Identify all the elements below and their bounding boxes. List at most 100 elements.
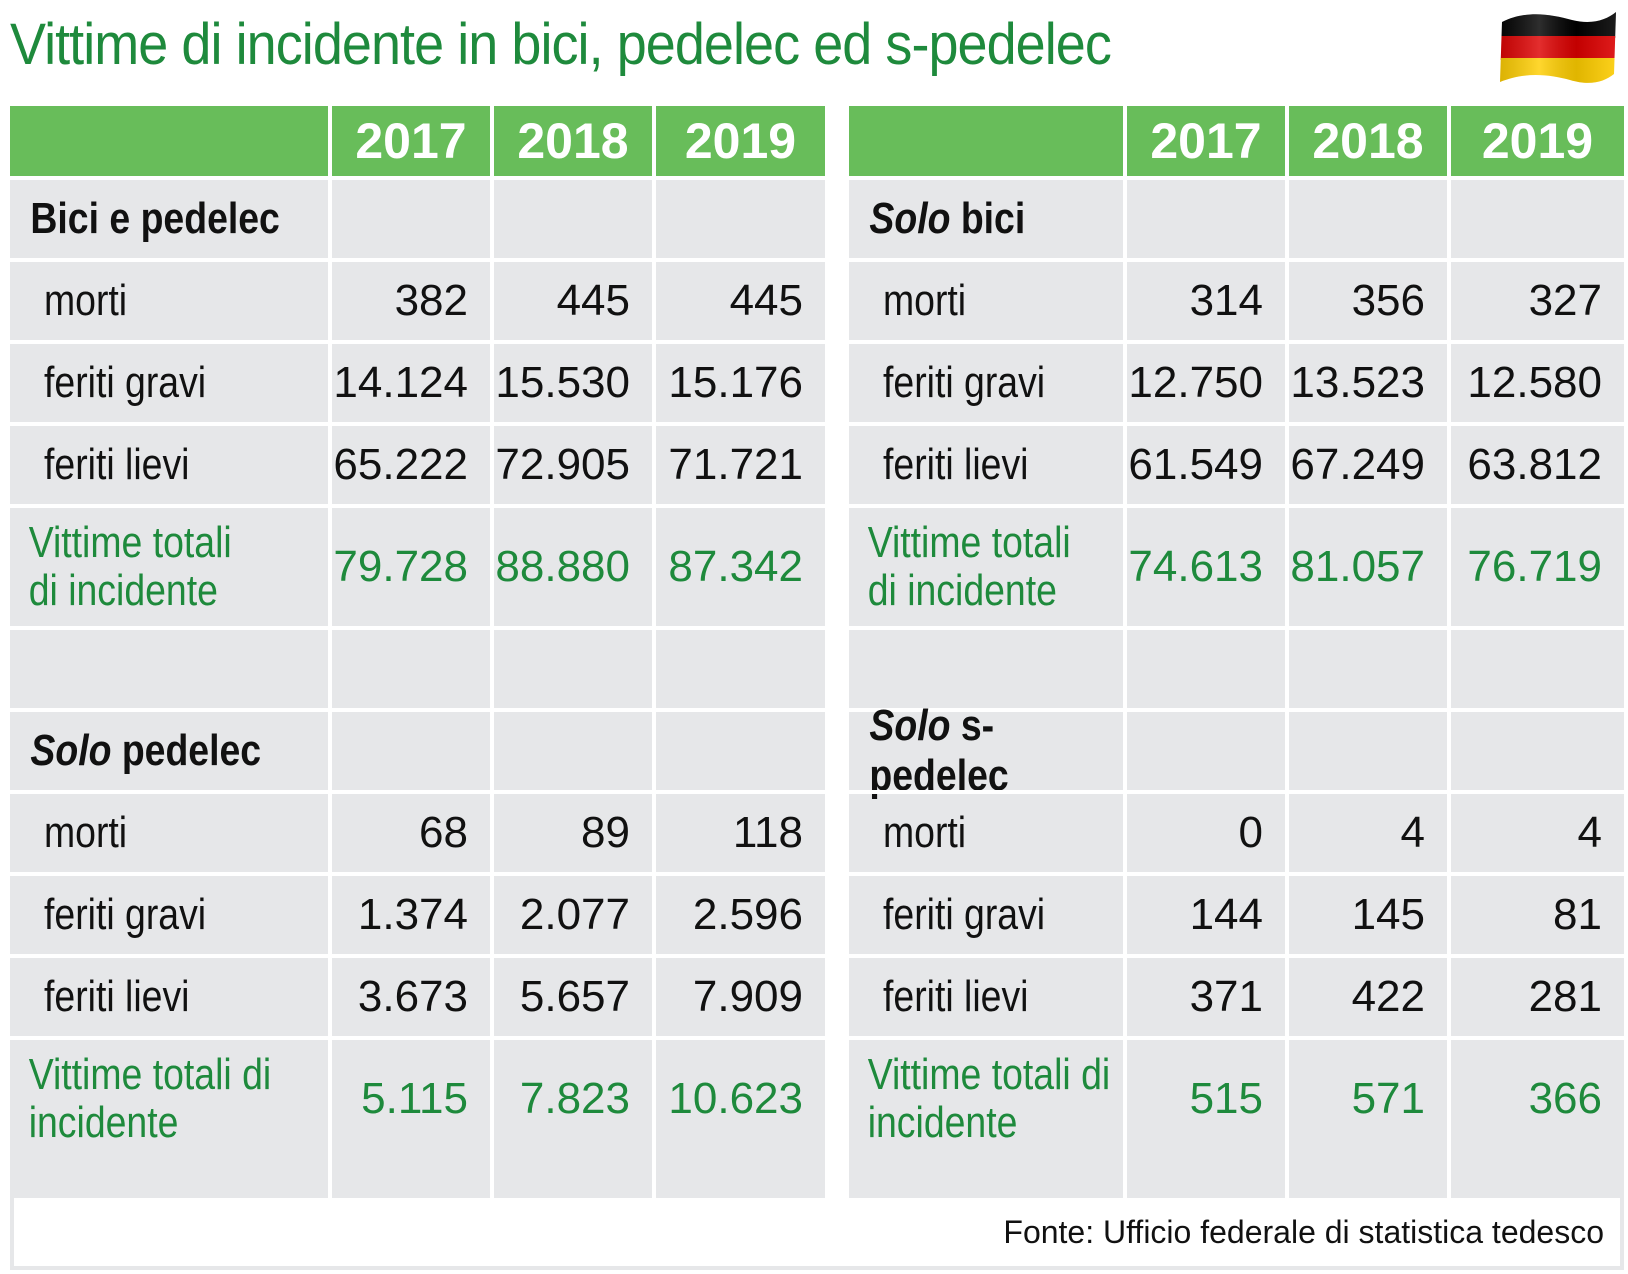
value-cell: 145 — [1351, 890, 1425, 939]
value-cell: 4 — [1577, 808, 1602, 857]
total-value-cell: 5.115 — [361, 1074, 468, 1123]
left-col-0 — [332, 630, 490, 708]
right-label-cell: Vittime totali di incidente — [849, 508, 1127, 626]
right-row-spacer — [849, 630, 1624, 708]
section-title-italic: Solo — [869, 701, 951, 750]
right-label-cell — [849, 106, 1127, 176]
left-col-1 — [494, 180, 652, 258]
value-cell: 63.812 — [1467, 440, 1602, 489]
right-row-total: Vittime totali di incidente 515 571 366 — [849, 1040, 1624, 1158]
total-value-cell: 76.719 — [1467, 542, 1602, 591]
value-cell: 72.905 — [495, 440, 630, 489]
left-row-section: Bici e pedelec — [10, 180, 825, 258]
total-label-line1: Vittime totali di — [867, 1050, 1111, 1099]
row-label: morti — [883, 276, 967, 325]
value-cell: 13.523 — [1290, 358, 1425, 407]
page-title: Vittime di incidente in bici, pedelec ed… — [10, 12, 1112, 77]
section-title-italic: Solo — [869, 194, 951, 243]
total-label-line2: incidente — [28, 1098, 179, 1147]
value-cell: 81 — [1553, 890, 1602, 939]
right-col-2 — [1451, 712, 1624, 790]
row-label: feriti gravi — [883, 890, 1046, 939]
row-divider — [10, 422, 825, 426]
value-cell: 1.374 — [357, 890, 468, 939]
left-label-cell: feriti lievi — [10, 958, 332, 1036]
value-cell: 445 — [729, 276, 803, 325]
value-cell: 12.580 — [1467, 358, 1602, 407]
left-label-cell: Solo pedelec — [10, 712, 332, 790]
column-divider — [1285, 106, 1289, 1198]
total-value-cell: 7.823 — [519, 1074, 630, 1123]
row-label: morti — [883, 808, 967, 857]
total-label: Vittime totali di incidente — [10, 1051, 272, 1147]
value-cell: 118 — [732, 808, 803, 857]
right-col-0 — [1127, 180, 1285, 258]
left-col-2 — [656, 630, 825, 708]
left-row-data: morti 68 89 118 — [10, 794, 825, 872]
row-divider — [849, 176, 1624, 180]
left-col-1 — [494, 630, 652, 708]
column-divider — [652, 106, 656, 1198]
left-row-data: feriti gravi 14.124 15.530 15.176 — [10, 344, 825, 422]
right-row-data: feriti lievi 371 422 281 — [849, 958, 1624, 1036]
row-divider — [10, 340, 825, 344]
row-divider — [849, 340, 1624, 344]
left-row-section: Solo pedelec — [10, 712, 825, 790]
left-row-data: morti 382 445 445 — [10, 262, 825, 340]
value-cell: 68 — [419, 808, 468, 857]
value-cell: 89 — [581, 808, 630, 857]
year-header: 2018 — [1312, 113, 1424, 169]
value-cell: 3.673 — [357, 972, 468, 1021]
left-table: 2017 2018 2019 Bici e pedelec morti 382 445 445… — [10, 106, 825, 1198]
column-divider — [1123, 106, 1127, 1198]
row-label: morti — [44, 276, 128, 325]
right-col-2 — [1451, 180, 1624, 258]
total-label: Vittime totali di incidente — [849, 519, 1071, 615]
total-label-line1: Vittime totali — [867, 518, 1071, 567]
total-label-line2: di incidente — [867, 566, 1057, 615]
total-value-cell: 79.728 — [333, 542, 468, 591]
total-label: Vittime totali di incidente — [10, 519, 232, 615]
total-value-cell: 366 — [1528, 1074, 1602, 1123]
value-cell: 71.721 — [668, 440, 803, 489]
column-divider — [1447, 106, 1451, 1198]
total-value-cell: 515 — [1189, 1074, 1263, 1123]
row-label: feriti gravi — [883, 358, 1046, 407]
row-divider — [10, 258, 825, 262]
left-row-data: feriti gravi 1.374 2.077 2.596 — [10, 876, 825, 954]
year-header: 2019 — [684, 113, 797, 169]
left-label-cell: feriti lievi — [10, 426, 332, 504]
left-label-cell: Bici e pedelec — [10, 180, 332, 258]
right-label-cell: morti — [849, 794, 1127, 872]
right-table: 2017 2018 2019 Solo bici morti 314 356 327 ferit… — [849, 106, 1624, 1198]
row-label: feriti lievi — [883, 972, 1029, 1021]
left-label-cell — [10, 106, 332, 176]
value-cell: 2.596 — [692, 890, 803, 939]
total-label-line1: Vittime totali — [28, 518, 232, 567]
right-row-data: morti 314 356 327 — [849, 262, 1624, 340]
column-divider — [328, 106, 332, 1198]
row-divider — [10, 790, 825, 794]
section-title: Solo s-pedelec — [849, 701, 1085, 801]
row-divider — [849, 954, 1624, 958]
value-cell: 65.222 — [333, 440, 468, 489]
germany-flag-icon — [1500, 12, 1616, 83]
value-cell: 15.176 — [668, 358, 803, 407]
total-value-cell: 87.342 — [668, 542, 803, 591]
value-cell: 2.077 — [519, 890, 630, 939]
row-divider — [849, 1036, 1624, 1040]
right-col-0 — [1127, 712, 1285, 790]
row-label: feriti lievi — [883, 440, 1029, 489]
left-label-cell — [10, 630, 332, 708]
total-label-line2: incidente — [867, 1098, 1018, 1147]
left-label-cell: feriti gravi — [10, 344, 332, 422]
row-divider — [10, 626, 825, 630]
value-cell: 422 — [1351, 972, 1425, 1021]
right-row-data: morti 0 4 4 — [849, 794, 1624, 872]
row-label: feriti lievi — [44, 440, 190, 489]
row-divider — [849, 422, 1624, 426]
value-cell: 4 — [1400, 808, 1425, 857]
value-cell: 5.657 — [519, 972, 630, 1021]
row-divider — [10, 708, 825, 712]
row-label: feriti gravi — [44, 358, 207, 407]
